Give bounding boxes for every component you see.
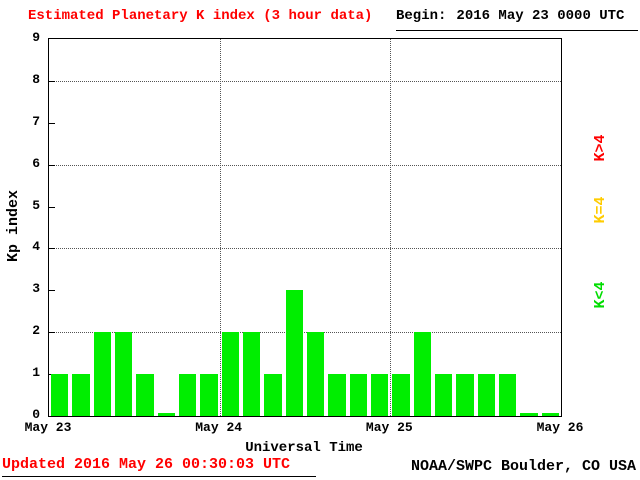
- y-axis-title: Kp index: [5, 190, 22, 263]
- plot-area: [48, 38, 562, 417]
- updated-timestamp: Updated 2016 May 26 00:30:03 UTC: [2, 456, 316, 477]
- kp-bar: [392, 374, 410, 416]
- kp-bar: [243, 332, 261, 416]
- kp-bar: [435, 374, 453, 416]
- y-tick-label: 7: [32, 113, 40, 129]
- kp-bar: [93, 332, 111, 416]
- x-tick-label: May 25: [365, 420, 413, 435]
- begin-value: 2016 May 23 0000 UTC: [456, 8, 625, 24]
- y-tick: [49, 332, 55, 334]
- kp-bar: [264, 374, 282, 416]
- x-tick-label: May 23: [24, 420, 72, 435]
- kp-bar: [499, 374, 517, 416]
- y-tick: [49, 206, 55, 208]
- y-tick-label: 8: [32, 71, 40, 87]
- kp-bar: [328, 374, 346, 416]
- kp-bar: [477, 374, 495, 416]
- y-tick: [49, 164, 55, 166]
- y-tick-label: 0: [32, 407, 40, 422]
- gridline-vertical: [390, 39, 392, 416]
- kp-bar: [179, 374, 197, 416]
- gridline-vertical: [219, 39, 221, 416]
- kp-bar: [200, 374, 218, 416]
- kp-bar: [51, 374, 69, 416]
- y-tick-label: 9: [32, 30, 40, 45]
- gridline-horizontal: [49, 164, 561, 166]
- kp-bar: [307, 332, 325, 416]
- begin-block: Begin: 2016 May 23 0000 UTC: [396, 8, 638, 31]
- kp-bar: [115, 332, 133, 416]
- kp-bar: [136, 374, 154, 416]
- y-tick: [49, 248, 55, 250]
- y-tick: [49, 290, 55, 292]
- y-tick-label: 2: [32, 323, 40, 339]
- y-tick-label: 1: [32, 365, 40, 381]
- kp-bar: [520, 413, 538, 416]
- kp-bar: [72, 374, 90, 416]
- y-tick-label: 6: [32, 155, 40, 171]
- x-tick-label: May 24: [195, 420, 243, 435]
- y-tick: [49, 80, 55, 82]
- gridline-horizontal: [49, 80, 561, 82]
- kp-bar: [285, 290, 303, 416]
- gridline-horizontal: [49, 332, 561, 334]
- gridline-horizontal: [49, 248, 561, 250]
- chart-title: Estimated Planetary K index (3 hour data…: [28, 8, 373, 24]
- kp-bar: [413, 332, 431, 416]
- kp-bar: [157, 413, 175, 416]
- y-tick: [49, 122, 55, 124]
- kp-bar: [349, 374, 367, 416]
- x-axis-title: Universal Time: [245, 440, 363, 456]
- legend-item-0: K>4: [592, 134, 609, 162]
- kp-bar: [371, 374, 389, 416]
- kp-bar: [456, 374, 474, 416]
- x-tick-label: May 26: [536, 420, 584, 435]
- kp-bar: [541, 413, 559, 416]
- y-tick-label: 3: [32, 281, 40, 297]
- begin-label: Begin:: [396, 8, 447, 24]
- source-attribution: NOAA/SWPC Boulder, CO USA: [410, 458, 636, 475]
- legend-item-1: K=4: [592, 196, 609, 224]
- kp-bar: [221, 332, 239, 416]
- legend-item-2: K<4: [592, 281, 609, 309]
